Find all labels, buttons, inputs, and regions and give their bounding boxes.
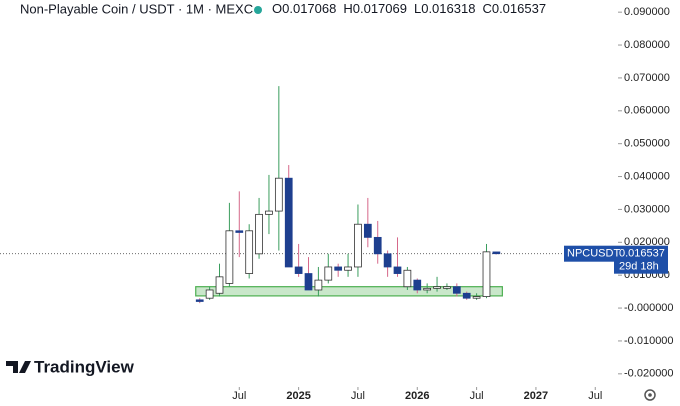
price-tag-symbol: NPCUSDT (567, 248, 620, 260)
candle-body (324, 266, 333, 281)
settings-icon[interactable] (644, 389, 656, 401)
candle-body (462, 292, 471, 299)
ohlc-item: O0.017068 (272, 1, 336, 16)
y-tick-label: 0.030000 (624, 203, 670, 215)
candle-body (363, 223, 372, 238)
x-tick-label: 2027 (524, 390, 548, 402)
ohlc-value: 0.016537 (492, 1, 546, 16)
candle-body (403, 269, 412, 288)
ohlc-value: 0.017069 (353, 1, 407, 16)
x-tick-label: 2026 (405, 390, 429, 402)
x-tick-label: Jul (351, 390, 365, 402)
candle-body (413, 279, 422, 291)
y-tick-label: 0.020000 (624, 236, 670, 248)
ohlc-value: 0.017068 (282, 1, 336, 16)
x-tick-label: Jul (588, 390, 602, 402)
candle-body (195, 299, 204, 302)
candle-body (314, 279, 323, 291)
candle-body (245, 230, 254, 274)
candle-body (354, 223, 362, 268)
logo: TradingView (6, 357, 135, 376)
candle-body (373, 236, 382, 255)
price-tag-box (564, 245, 614, 262)
y-tick-label: 0.040000 (624, 170, 670, 182)
x-tick-label: Jul (470, 390, 484, 402)
candle-body (433, 286, 441, 289)
ohlc-legend: O0.017068 H0.017069 L0.016318 C0.016537 (272, 1, 546, 16)
ohlc-item: C0.016537 (482, 1, 546, 16)
candle-body (482, 251, 491, 297)
candle-body (284, 177, 293, 268)
candle-body (205, 289, 214, 299)
candle-body (334, 266, 343, 271)
price-tag-box (614, 245, 668, 274)
y-tick-label: -0.000000 (624, 302, 674, 314)
candle-body (274, 177, 283, 212)
candle-body (225, 230, 234, 284)
status-dot (254, 6, 262, 14)
candle-body (393, 266, 402, 274)
y-tick-label: 0.060000 (624, 105, 670, 117)
x-tick-label: 2025 (286, 390, 310, 402)
y-tick-label: 0.050000 (624, 138, 670, 150)
candle-body (255, 213, 263, 255)
y-tick-label: 0.070000 (624, 72, 670, 84)
y-tick-label: 0.080000 (624, 39, 670, 51)
candle-body (472, 296, 481, 299)
candle-body (383, 253, 392, 268)
ohlc-value: 0.016318 (421, 1, 475, 16)
ohlc-key: C (482, 1, 491, 16)
candle-body (235, 230, 244, 233)
candle-body (452, 286, 461, 294)
ohlc-key: L (414, 1, 421, 16)
brand: TradingView (34, 357, 135, 376)
ohlc-key: O (272, 1, 282, 16)
candle-body (304, 273, 313, 291)
ohlc-item: H0.017069 (343, 1, 407, 16)
x-tick-label: Jul (232, 390, 246, 402)
candle-body (423, 287, 432, 291)
price-tag-value: 0.016537 (619, 248, 665, 260)
y-tick-label: -0.020000 (624, 368, 674, 380)
y-tick-label: -0.010000 (624, 335, 674, 347)
candle-body (492, 251, 501, 255)
ohlc-item: L0.016318 (414, 1, 475, 16)
candle-body (443, 286, 451, 289)
chart-title: Non-Playable Coin / USDT · 1M · MEXC (20, 1, 253, 16)
support-zone (195, 286, 503, 297)
y-tick-label: 0.090000 (624, 6, 670, 18)
candle-body (215, 276, 224, 294)
price-tag-countdown: 29d 18h (619, 261, 659, 273)
candle-body (265, 210, 273, 215)
ohlc-key: H (343, 1, 352, 16)
logo-icon (6, 361, 31, 373)
candle-body (344, 266, 352, 271)
candle-body (294, 266, 303, 274)
